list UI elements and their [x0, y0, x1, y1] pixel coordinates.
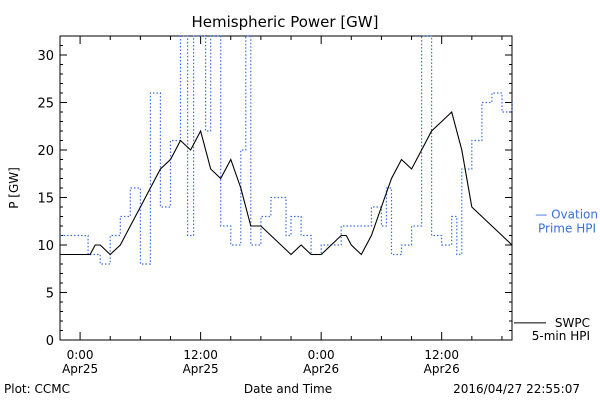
- y-tick-label: 25: [37, 97, 54, 112]
- x-tick-time: 0:00: [67, 348, 94, 362]
- x-tick-time: 0:00: [308, 348, 335, 362]
- x-tick-date: Apr25: [183, 362, 219, 376]
- y-tick-label: 10: [37, 239, 54, 254]
- plot-frame: [59, 35, 513, 341]
- y-axis-label: P [GW]: [7, 167, 21, 209]
- y-tick-label: 30: [37, 49, 54, 64]
- x-tick-date: Apr25: [62, 362, 98, 376]
- x-tick-time: 12:00: [183, 348, 218, 362]
- chart-title: Hemispheric Power [GW]: [192, 13, 379, 31]
- footer-timestamp: 2016/04/27 22:55:07: [453, 382, 580, 396]
- y-tick-label: 5: [46, 287, 54, 302]
- x-tick-date: Apr26: [424, 362, 460, 376]
- footer-plot-credit: Plot: CCMC: [4, 382, 70, 396]
- x-tick-time: 12:00: [424, 348, 459, 362]
- series-layer: [60, 35, 513, 265]
- legend-swpc-line1: SWPC: [555, 316, 590, 330]
- swpc-series-line: [60, 110, 513, 256]
- legend-ovation-line2: Prime HPI: [538, 222, 596, 236]
- x-tick-date: Apr26: [303, 362, 339, 376]
- y-tick-label: 20: [37, 144, 54, 159]
- ovation-prime-series-line: [60, 35, 513, 265]
- y-tick-label: 15: [37, 192, 54, 207]
- legend-ovation-line1: — Ovation: [535, 208, 598, 222]
- y-axis: 0 5 10 15 20 25 30: [37, 35, 512, 349]
- y-tick-label: 0: [46, 334, 54, 349]
- x-axis-label: Date and Time: [244, 382, 332, 396]
- legend-swpc-line2: 5-min HPI: [532, 329, 590, 343]
